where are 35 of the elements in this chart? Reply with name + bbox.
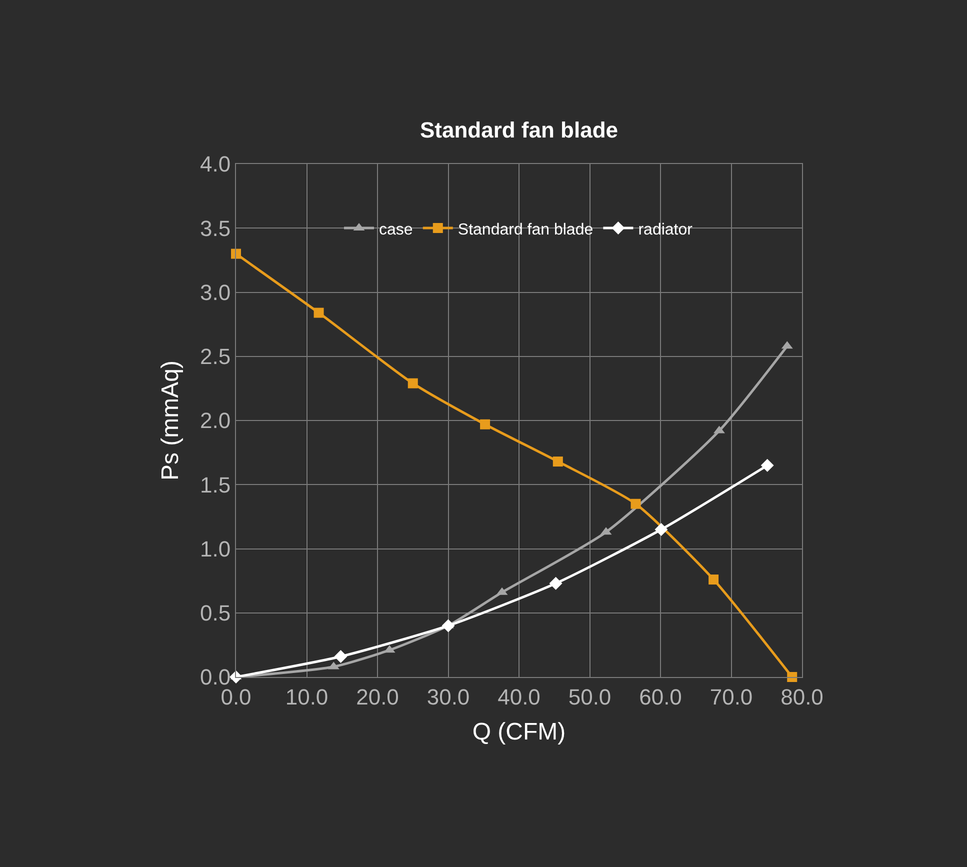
- x-axis-title: Q (CFM): [472, 718, 566, 746]
- point: [549, 576, 562, 590]
- x-tick-label: 30.0: [426, 684, 470, 710]
- point: [760, 458, 774, 472]
- y-tick-label: 2.5: [200, 344, 231, 370]
- x-tick-label: 60.0: [639, 684, 682, 710]
- y-tick-label: 0.5: [200, 600, 231, 626]
- point: [334, 650, 348, 663]
- point: [480, 419, 490, 430]
- x-tick-label: 80.0: [780, 684, 824, 710]
- point: [408, 378, 418, 388]
- legend-label: Standard fan blade: [458, 221, 594, 238]
- x-tick-label: 70.0: [710, 684, 753, 710]
- point: [552, 456, 563, 467]
- legend-label: case: [379, 221, 413, 238]
- point: [787, 672, 798, 682]
- point: [314, 308, 324, 318]
- y-tick-label: 1.0: [200, 536, 231, 562]
- y-tick-label: 3.0: [200, 280, 231, 305]
- y-axis-title: Ps (mmAq): [157, 360, 184, 480]
- x-tick-label: 50.0: [568, 684, 612, 710]
- y-tick-label: 2.0: [200, 408, 231, 434]
- point: [231, 248, 241, 259]
- point: [630, 498, 641, 509]
- point: [708, 574, 719, 585]
- point: [442, 619, 455, 632]
- y-tick-label: 3.5: [200, 216, 231, 241]
- x-tick-label: 40.0: [498, 684, 540, 710]
- chart-title: Standard fan blade: [420, 118, 618, 143]
- legend-label: radiator: [638, 221, 694, 238]
- point: [654, 523, 668, 536]
- x-tick-label: 10.0: [285, 684, 328, 710]
- y-tick-label: 4.0: [200, 152, 231, 177]
- x-tick-label: 20.0: [356, 684, 399, 710]
- y-tick-label: 1.5: [200, 472, 231, 498]
